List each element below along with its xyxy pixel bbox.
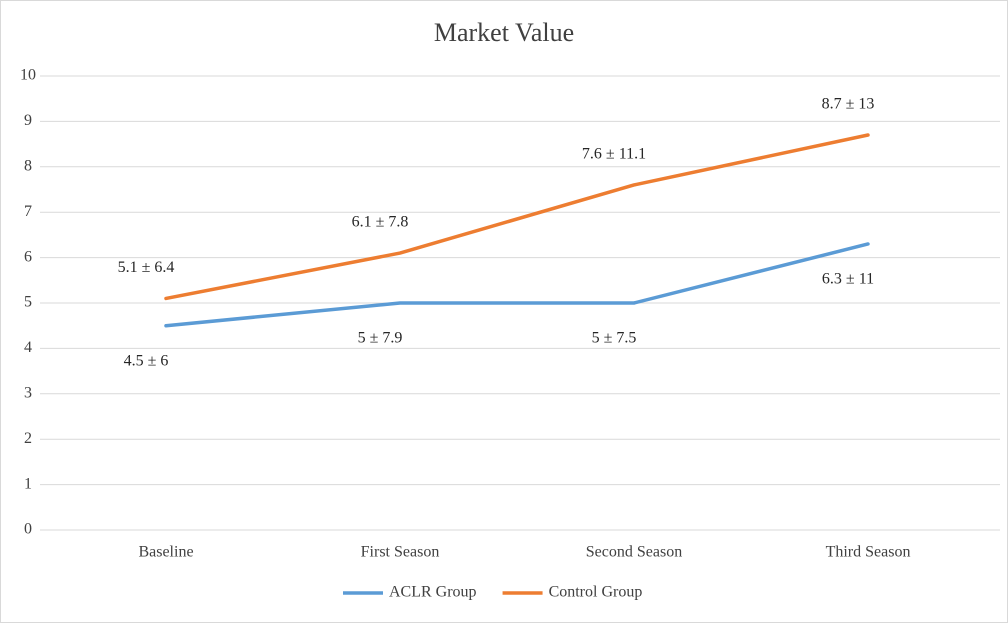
chart-title: Market Value xyxy=(434,18,574,47)
y-tick-label: 3 xyxy=(24,384,32,401)
x-tick-label: Baseline xyxy=(138,544,193,561)
y-tick-label: 8 xyxy=(24,157,32,174)
y-tick-label: 7 xyxy=(24,203,32,220)
x-tick-label: Third Season xyxy=(826,544,911,561)
y-tick-label: 0 xyxy=(24,521,32,538)
data-label: 6.1 ± 7.8 xyxy=(352,214,409,231)
y-tick-label: 9 xyxy=(24,112,32,129)
legend-label: ACLR Group xyxy=(389,584,477,601)
legend-label: Control Group xyxy=(549,584,643,601)
y-tick-label: 10 xyxy=(20,67,36,84)
y-tick-label: 4 xyxy=(24,339,32,356)
x-tick-label: Second Season xyxy=(586,544,682,561)
data-label: 6.3 ± 11 xyxy=(822,271,874,288)
y-tick-label: 5 xyxy=(24,294,32,311)
series-line xyxy=(164,242,870,328)
y-tick-label: 1 xyxy=(24,475,32,492)
data-label: 5.1 ± 6.4 xyxy=(118,259,175,276)
y-tick-label: 2 xyxy=(24,430,32,447)
x-tick-label: First Season xyxy=(361,544,440,561)
data-label: 5 ± 7.5 xyxy=(592,330,637,347)
series-line xyxy=(164,133,870,301)
data-label: 4.5 ± 6 xyxy=(124,352,169,369)
data-label: 5 ± 7.9 xyxy=(358,330,403,347)
y-tick-label: 6 xyxy=(24,248,32,265)
data-label: 7.6 ± 11.1 xyxy=(582,146,646,163)
data-label: 8.7 ± 13 xyxy=(822,96,875,113)
